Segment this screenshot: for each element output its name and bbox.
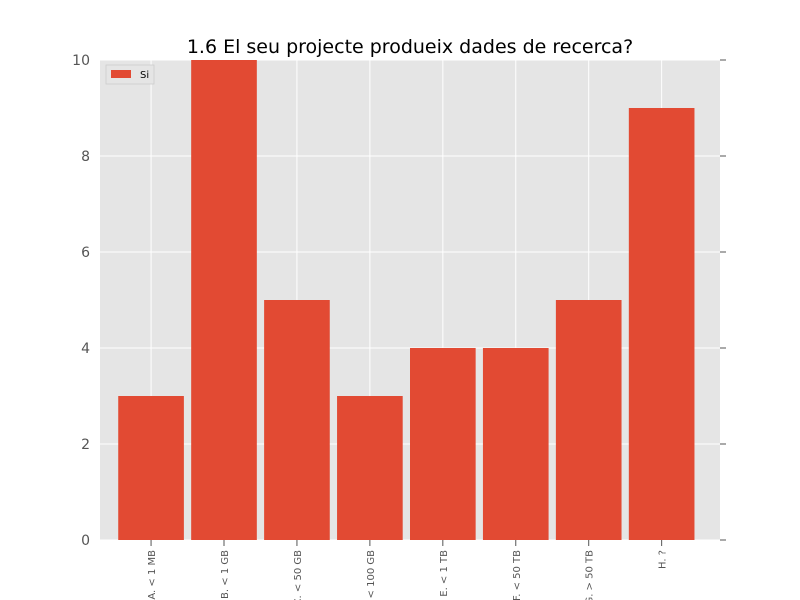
y-tick-label: 6	[81, 245, 90, 261]
x-tick-label: E. < 1 TB	[439, 550, 450, 597]
axis-ticks	[150, 59, 726, 546]
bar-2	[191, 60, 257, 540]
bar-6	[482, 348, 549, 540]
y-tick-label: 10	[72, 53, 90, 69]
x-tick-label: D. < 100 GB	[366, 550, 377, 600]
bar-4	[337, 396, 403, 540]
x-tick-label: H. ?	[658, 550, 669, 569]
x-tick-label: G. > 50 TB	[585, 550, 596, 600]
bar-1	[118, 396, 184, 540]
bar-7	[555, 300, 622, 540]
x-tick-label: F. < 50 TB	[512, 550, 523, 600]
x-tick-label: B. < 1 GB	[220, 550, 231, 599]
bar-3	[264, 300, 330, 540]
bar-8	[628, 108, 695, 540]
y-tick-label: 4	[81, 341, 90, 357]
x-tick-label: A. < 1 MB	[147, 550, 158, 600]
y-tick-label: 8	[81, 149, 90, 165]
y-tick-label: 0	[81, 533, 90, 549]
chart-title: 1.6 El seu projecte produeix dades de re…	[187, 36, 633, 58]
legend: Si	[105, 64, 155, 85]
legend-swatch-si	[111, 70, 131, 78]
tick-labels: 0 2 4 6 8 10 A. < 1 MB B. < 1 GB C. < 50 GB D. < …	[72, 53, 668, 600]
bars	[118, 60, 695, 540]
y-tick-label: 2	[81, 437, 90, 453]
bar-5	[410, 348, 476, 540]
legend-label-si: Si	[140, 70, 149, 81]
x-tick-label: C. < 50 GB	[293, 550, 304, 600]
